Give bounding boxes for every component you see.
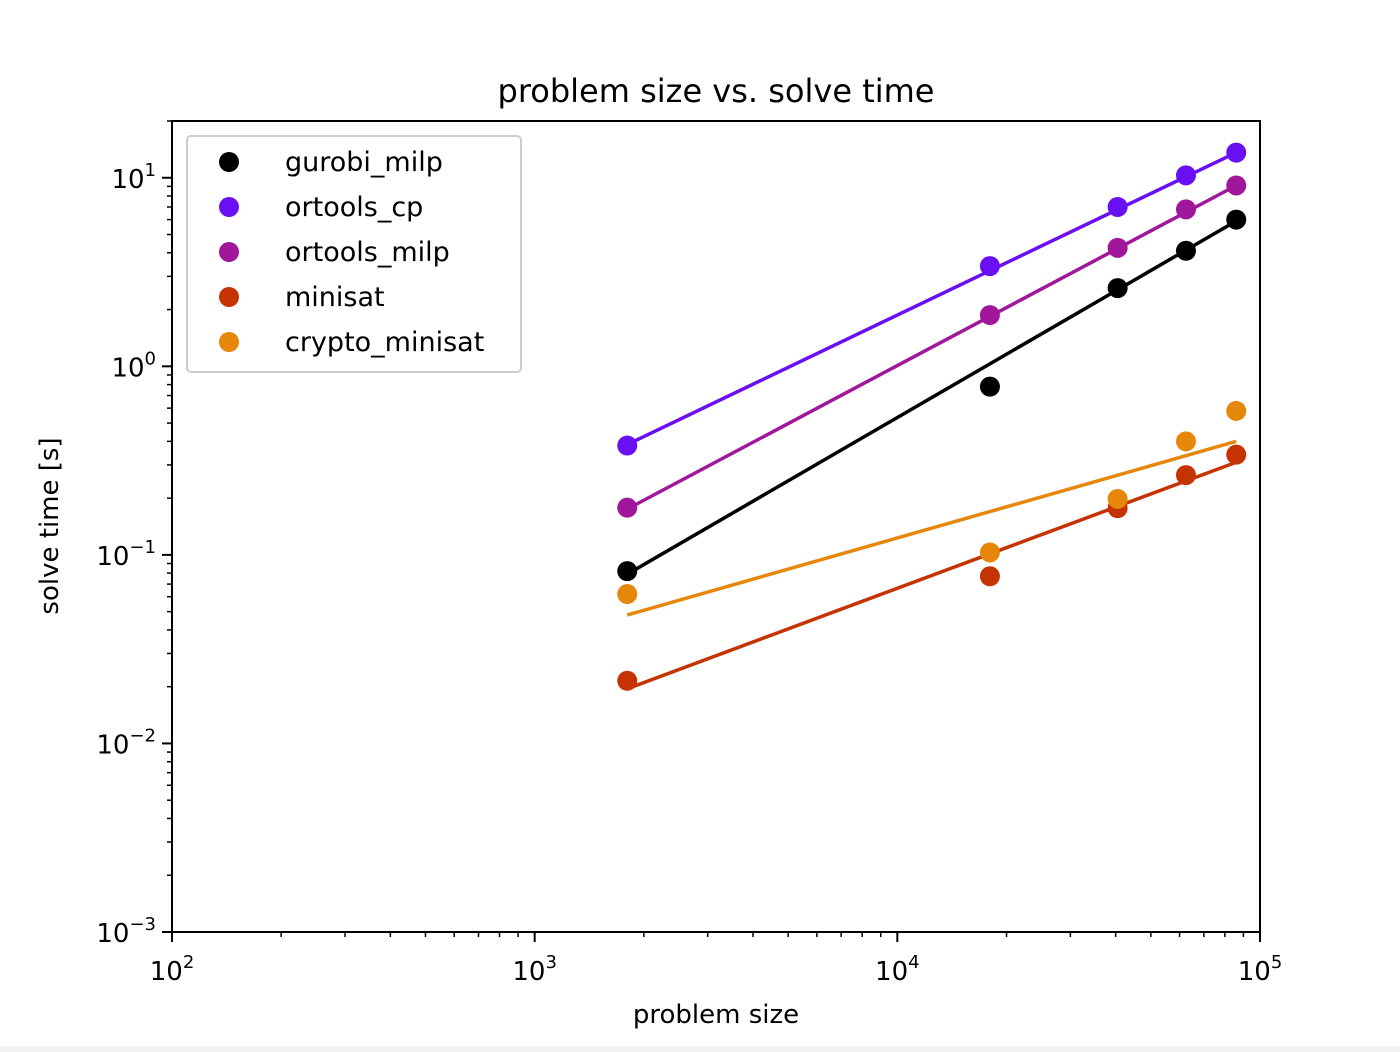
point-minisat (617, 670, 638, 691)
legend-label: ortools_cp (285, 192, 423, 223)
y-axis-label: solve time [s] (35, 437, 65, 614)
legend-label: crypto_minisat (285, 327, 484, 358)
y-tick-label: 10−2 (96, 725, 156, 760)
legend-marker-gurobi-milp (219, 152, 239, 172)
y-tick-label: 100 (111, 348, 156, 383)
legend-box (186, 135, 522, 373)
legend-marker-minisat (219, 287, 239, 307)
fit-line-crypto-minisat (626, 439, 1237, 617)
legend-marker-ortools-milp (219, 242, 239, 262)
bottom-strip (0, 1046, 1400, 1052)
x-axis-label: problem size (633, 1000, 799, 1030)
plot-frame (171, 120, 1261, 933)
point-gurobi-milp (1226, 209, 1247, 230)
point-crypto-minisat (1107, 488, 1128, 509)
point-gurobi-milp (617, 561, 638, 582)
point-minisat (1175, 465, 1196, 486)
fit-lines (626, 151, 1238, 691)
legend-label: gurobi_milp (285, 147, 443, 178)
point-gurobi-milp (1175, 240, 1196, 261)
x-axis: 102 103 104 105 (150, 932, 1283, 987)
y-tick-label: 10−1 (96, 537, 156, 572)
x-tick-label: 105 (1238, 952, 1283, 987)
x-tick-label: 102 (150, 952, 195, 987)
legend-label: minisat (285, 282, 385, 313)
point-ortools-milp (1226, 175, 1247, 196)
chart-title: problem size vs. solve time (498, 72, 935, 110)
point-ortools-milp (979, 305, 1000, 326)
point-ortools-cp (1107, 196, 1128, 217)
point-ortools-cp (1175, 165, 1196, 186)
point-minisat (979, 566, 1000, 587)
y-tick-label: 101 (111, 160, 156, 195)
fit-line-minisat (626, 460, 1237, 691)
point-crypto-minisat (1175, 431, 1196, 452)
legend-label: ortools_milp (285, 237, 450, 268)
legend-marker-ortools-cp (219, 197, 239, 217)
data-points (617, 142, 1247, 691)
x-tick-label: 104 (875, 952, 920, 987)
fit-line-gurobi-milp (626, 219, 1238, 576)
point-crypto-minisat (617, 584, 638, 605)
point-minisat (1226, 444, 1247, 465)
point-ortools-cp (1226, 142, 1247, 163)
point-crypto-minisat (1226, 400, 1247, 421)
legend: gurobi_milp ortools_cp ortools_milpminisat… (186, 135, 522, 373)
point-crypto-minisat (979, 542, 1000, 563)
point-ortools-milp (1107, 237, 1128, 258)
y-axis: 10−3 10−2 10−1 100 101 (96, 120, 172, 949)
plot-area (171, 120, 1261, 933)
x-tick-label: 103 (512, 952, 557, 987)
point-gurobi-milp (979, 376, 1000, 397)
point-ortools-milp (1175, 199, 1196, 220)
y-tick-label: 10−3 (96, 914, 156, 949)
fit-line-ortools-cp (626, 151, 1238, 447)
point-ortools-cp (979, 256, 1000, 277)
point-ortools-milp (617, 497, 638, 518)
point-ortools-cp (617, 435, 638, 456)
point-gurobi-milp (1107, 278, 1128, 299)
fit-line-ortools-milp (626, 183, 1238, 511)
legend-marker-crypto-minisat (219, 332, 239, 352)
